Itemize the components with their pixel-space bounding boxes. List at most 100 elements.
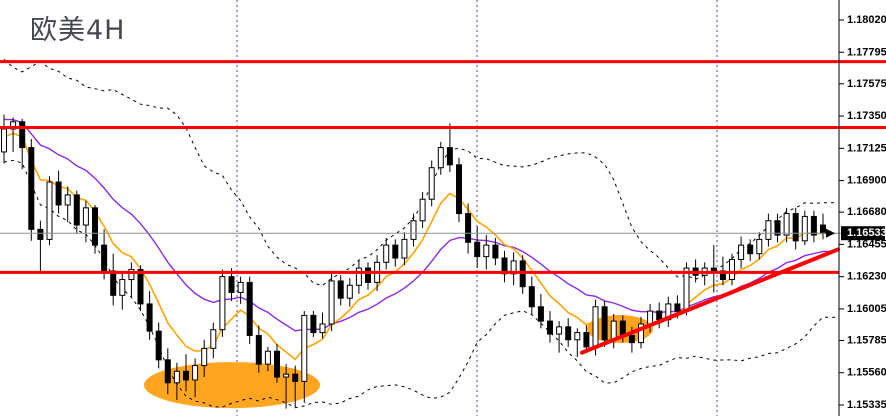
candle-body-down [446,147,453,166]
candle [428,160,435,207]
candle-body-up [738,244,745,260]
candle-body-up [328,280,335,325]
price-tick-label: 1.17350 [847,110,886,122]
candle [146,291,153,340]
candle [783,207,790,243]
current-price-box [841,226,885,241]
candle [492,237,499,266]
fast-ma-line [3,132,836,361]
candle [392,239,399,267]
slow-ma-line [3,118,836,332]
candle-body-down [164,359,171,384]
candle-body-down [792,213,799,242]
bollinger-lower-band [3,159,836,409]
price-tick-label: 1.18020 [847,14,886,26]
candle-body-up [574,332,581,341]
candle [729,253,735,286]
candle-body-down [474,241,481,258]
candle-body-down [456,164,462,215]
candle [419,192,426,228]
candle-body-down [37,228,44,240]
candle-body-down [537,306,544,322]
candle-body-up [638,323,644,344]
candle [465,203,472,254]
candle-body-down [710,267,717,272]
candle [164,348,171,395]
price-tick-label: 1.16230 [847,271,886,283]
candle-body-up [210,329,217,349]
candle [665,296,672,327]
candle-body-down [146,303,153,332]
candle-body-up [556,326,563,335]
candle-body-up [128,268,135,281]
candle [210,322,217,359]
candle [820,213,826,240]
price-tick-label: 1.15335 [847,399,886,411]
candle-body-down [55,181,62,206]
current-price-label: 1.16533 [847,227,886,239]
candle-body-up [428,167,435,200]
candle [274,344,280,383]
candle-body-down [674,303,681,312]
candle-body-down [183,370,189,381]
candle [601,301,608,347]
candle [574,328,581,357]
chart-title: 欧美4H [30,15,126,46]
candle-body-up [783,213,790,236]
candle-body-down [228,276,235,293]
price-tick-label: 1.16005 [847,303,886,315]
candle-body-up [173,370,180,384]
candle [456,157,462,223]
candle [565,318,572,347]
candle [237,276,244,304]
candle-body-up [610,320,617,341]
candle-body-down [628,334,635,344]
candle [765,213,772,247]
candle [110,253,117,306]
trend-line[interactable] [580,247,840,355]
candle [37,220,44,271]
candle-body-up [401,238,408,259]
candle-body-down [774,220,781,236]
candle [756,232,763,260]
candle-body-down [73,194,80,226]
price-tick-label: 1.16455 [847,238,886,250]
candle [537,293,544,329]
candle [683,262,690,316]
candle-body-up [319,323,326,334]
candle-body-down [255,334,262,365]
candle-body-up [683,267,690,312]
candle [528,276,535,314]
candle [774,213,781,243]
candle-body-down [601,306,608,341]
candle-body-up [264,350,271,365]
candle [119,272,126,310]
candle-body-down [246,281,253,336]
candle-body-up [64,194,71,206]
candle [173,362,180,400]
candle-body-up [410,220,417,240]
candle-body-down [492,244,499,259]
candle [483,235,490,270]
candle [301,311,308,403]
candle-body-down [28,147,35,230]
candle [264,346,271,372]
candle-body-down [619,320,626,336]
candle [1,114,7,164]
candle [192,358,199,398]
candle [255,325,262,373]
candle-body-down [101,244,108,272]
candle-body-down [583,332,590,348]
candle-body-up [383,244,390,263]
candle-body-up [437,147,444,169]
candle [801,210,808,246]
candle-body-up [46,181,53,240]
candle [346,278,353,307]
candle [292,365,299,408]
candle [401,232,408,266]
candle-body-down [155,330,162,361]
candle-body-up [283,373,290,378]
price-tick-label: 1.15785 [847,334,886,346]
price-tick-label: 1.16900 [847,175,886,187]
